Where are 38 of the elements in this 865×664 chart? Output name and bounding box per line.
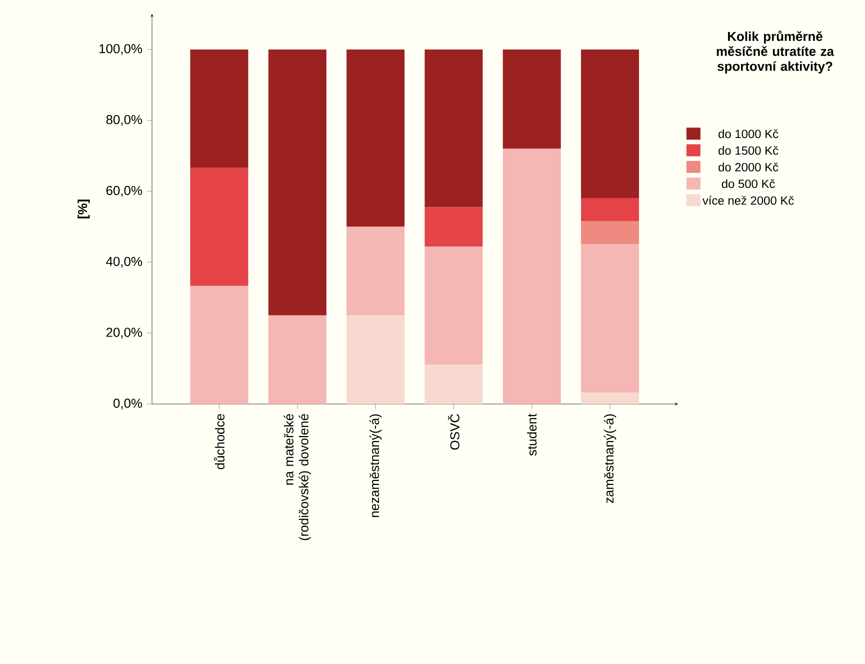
x-tick-label: OSVČ — [448, 414, 460, 450]
legend-label: více než 2000 Kč — [702, 196, 794, 205]
bar — [268, 49, 326, 316]
legend-label: do 1000 Kč — [718, 129, 778, 138]
bar — [581, 392, 640, 404]
y-tick-label: 100,0% — [100, 44, 142, 55]
bar — [424, 246, 483, 365]
bar — [346, 226, 405, 316]
x-tick-label: nezaměstnaný(-á) — [369, 414, 382, 518]
y-tick-label: 0,0% — [113, 398, 142, 410]
bar — [424, 49, 483, 208]
y-axis-title: [%] — [78, 200, 90, 218]
bar — [190, 49, 248, 168]
x-tick-label: důchodce — [214, 414, 224, 470]
bar — [190, 286, 248, 404]
bar — [424, 207, 483, 247]
y-tick-label: 60,0% — [106, 186, 142, 197]
legend-label: do 2000 Kč — [718, 162, 778, 172]
y-tick-label: 80,0% — [106, 115, 142, 126]
bar — [581, 49, 640, 198]
y-tick-label: 40,0% — [106, 256, 142, 268]
x-tick-label: na mateřské (rodičovské) dovolené — [284, 414, 311, 540]
legend-label: do 1500 Kč — [718, 146, 778, 155]
bar — [346, 49, 405, 227]
legend-title: Kolik průměrně měsíčně utratíte za sportovní aktivity? — [716, 30, 834, 74]
bar — [581, 221, 640, 244]
legend-label: do 500 Kč — [722, 179, 775, 188]
bar — [268, 315, 326, 404]
x-tick-label: zaměstnaný(-á) — [604, 414, 616, 503]
bar — [581, 244, 640, 393]
bar — [581, 198, 640, 222]
bar — [502, 49, 561, 149]
bar — [502, 148, 561, 404]
y-tick-label: 20,0% — [106, 328, 142, 338]
bar — [424, 364, 483, 404]
x-tick-label: student — [527, 414, 537, 456]
bar — [190, 168, 248, 286]
bar — [346, 315, 405, 404]
